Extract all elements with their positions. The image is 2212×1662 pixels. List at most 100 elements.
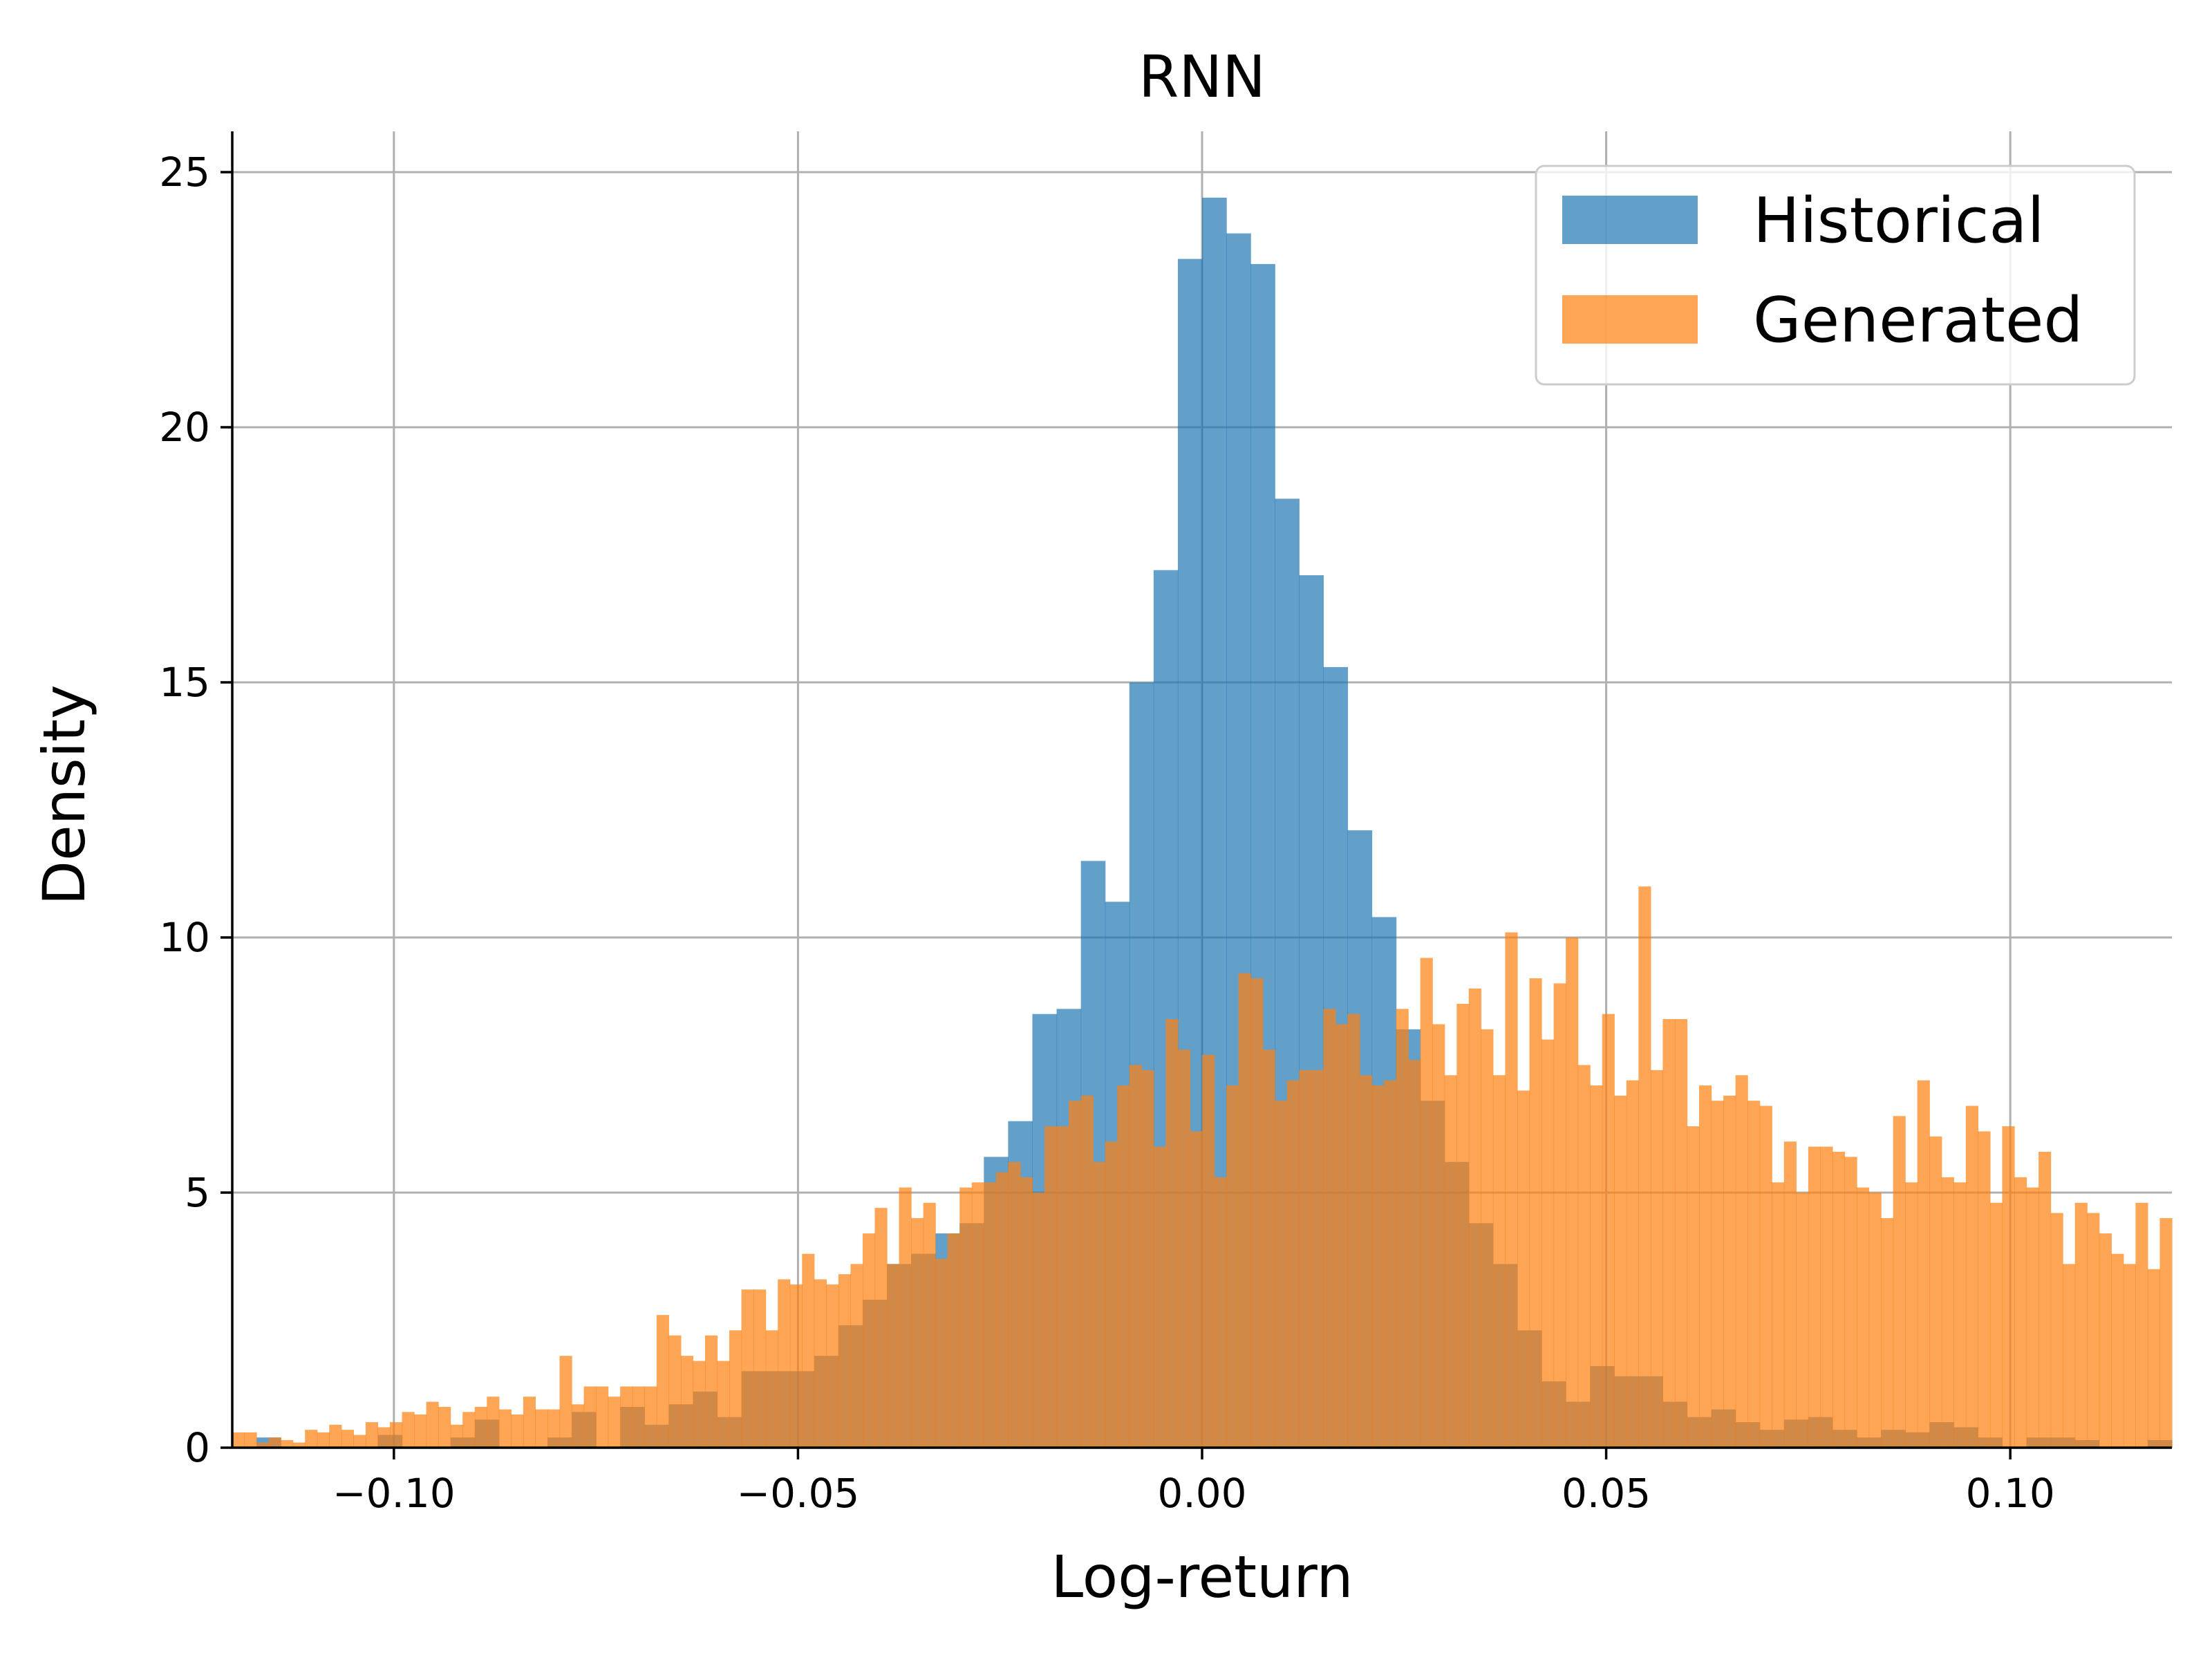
histogram-bar (462, 1412, 476, 1448)
histogram-bar (256, 1442, 270, 1448)
histogram-bar (668, 1335, 682, 1448)
histogram-bar (1444, 1075, 1457, 1448)
histogram-bar (1602, 1014, 1615, 1448)
histogram-bar (1566, 937, 1579, 1448)
histogram-bar (1129, 1065, 1142, 1448)
histogram-bar (1311, 1070, 1324, 1448)
histogram-bar (244, 1432, 257, 1448)
histogram-bar (1529, 978, 1542, 1448)
histogram-bar (2002, 1126, 2015, 1448)
histogram-bar (1456, 1003, 1470, 1448)
histogram-bar (2123, 1264, 2136, 1448)
histogram-bar (341, 1430, 354, 1448)
histogram-bar (1008, 1161, 1021, 1448)
histogram-bar (1711, 1101, 1724, 1448)
x-tick-label: −0.05 (737, 1470, 860, 1517)
histogram-bar (1917, 1080, 1930, 1448)
legend-swatch-generated (1562, 295, 1698, 344)
histogram-bar (365, 1422, 379, 1448)
histogram-bar (1638, 886, 1651, 1448)
histogram-bar (1323, 1009, 1336, 1448)
histogram-bar (2099, 1233, 2112, 1448)
histogram-bar (1481, 1029, 1494, 1448)
histogram-bar (511, 1414, 524, 1448)
x-axis-label: Log-return (1051, 1543, 1353, 1611)
histogram-bar (572, 1404, 585, 1448)
tick-labels: −0.10 −0.05 0.00 0.05 0.10 0 5 10 15 20 25 (159, 149, 2055, 1517)
histogram-bar (2038, 1151, 2052, 1448)
histogram-bar (959, 1187, 973, 1448)
histogram-bar (2063, 1264, 2076, 1448)
histogram-bar (1517, 1090, 1530, 1448)
chart-title: RNN (1138, 43, 1266, 111)
histogram-bar (2135, 1202, 2148, 1448)
histogram-bar (862, 1233, 876, 1448)
histogram-bar (680, 1356, 694, 1448)
histogram-bar (656, 1315, 669, 1448)
histogram-bar (596, 1386, 609, 1448)
histogram-bar (1735, 1075, 1748, 1448)
histogram-bar (1202, 1054, 1215, 1448)
histogram-bar (426, 1401, 439, 1448)
histogram-bar (1214, 1177, 1227, 1448)
histogram-bar (911, 1217, 924, 1448)
histogram-bar (1796, 1193, 1809, 1448)
histogram-bar (1687, 1126, 1700, 1448)
histogram-bar (1105, 1141, 1118, 1448)
histogram-bar (1723, 1095, 1736, 1448)
histogram-bar (971, 1182, 984, 1448)
histogram-bar (1893, 1116, 1906, 1448)
histogram-bar (1808, 1146, 1821, 1448)
histogram-bar (305, 1430, 318, 1448)
histogram-bar (1468, 988, 1481, 1448)
histogram-bar (1032, 1193, 1045, 1448)
histogram-bar (1080, 1095, 1094, 1448)
histogram-bar (583, 1386, 597, 1448)
histogram-bar (765, 1330, 778, 1448)
histogram-bar (414, 1414, 427, 1448)
histogram-bar (353, 1435, 366, 1448)
histogram-bar (1190, 1131, 1203, 1448)
histogram-bar (1384, 1080, 1397, 1448)
histogram-bar (1881, 1217, 1894, 1448)
histogram-bar (1238, 973, 1251, 1448)
histogram-bar (1857, 1187, 1870, 1448)
histogram-bar (850, 1264, 863, 1448)
histogram-bar (1844, 1157, 1857, 1448)
histogram-bar (329, 1424, 342, 1448)
histogram-bar (814, 1279, 827, 1448)
y-tick-label: 0 (185, 1424, 210, 1471)
histogram-bar (874, 1208, 888, 1448)
histogram-bar (232, 1432, 245, 1448)
histogram-bar (547, 1409, 561, 1448)
histogram-bar (487, 1397, 500, 1448)
histogram-bar (1590, 1085, 1603, 1448)
histogram-bar (1153, 1146, 1166, 1448)
legend-label-historical: Historical (1753, 185, 2045, 257)
histogram-bar (402, 1412, 415, 1448)
histogram-bar (1577, 1065, 1591, 1448)
histogram-bar (1989, 1202, 2003, 1448)
histogram-bar (1056, 1126, 1069, 1448)
x-tick-label: 0.10 (1966, 1470, 2055, 1517)
histogram-bar (1759, 1105, 1772, 1448)
histogram-bar (438, 1406, 451, 1448)
histogram-bar (474, 1406, 487, 1448)
histogram-bar (1978, 1131, 1991, 1448)
histogram-bar (2074, 1202, 2088, 1448)
histogram-bar (984, 1182, 997, 1448)
histogram-bar (2014, 1177, 2027, 1448)
histogram-bar (729, 1330, 742, 1448)
histogram-bar (1674, 1019, 1688, 1448)
histogram-bar (1905, 1182, 1918, 1448)
histogram-bar (826, 1284, 839, 1448)
histogram-bar (1747, 1101, 1761, 1448)
histogram-bar (1299, 1070, 1312, 1448)
histogram-bar (632, 1386, 645, 1448)
histogram-bar (1371, 1085, 1385, 1448)
histogram-bar (1929, 1136, 1942, 1448)
histogram-bar (717, 1361, 730, 1448)
histogram-bar (1069, 1101, 1082, 1448)
